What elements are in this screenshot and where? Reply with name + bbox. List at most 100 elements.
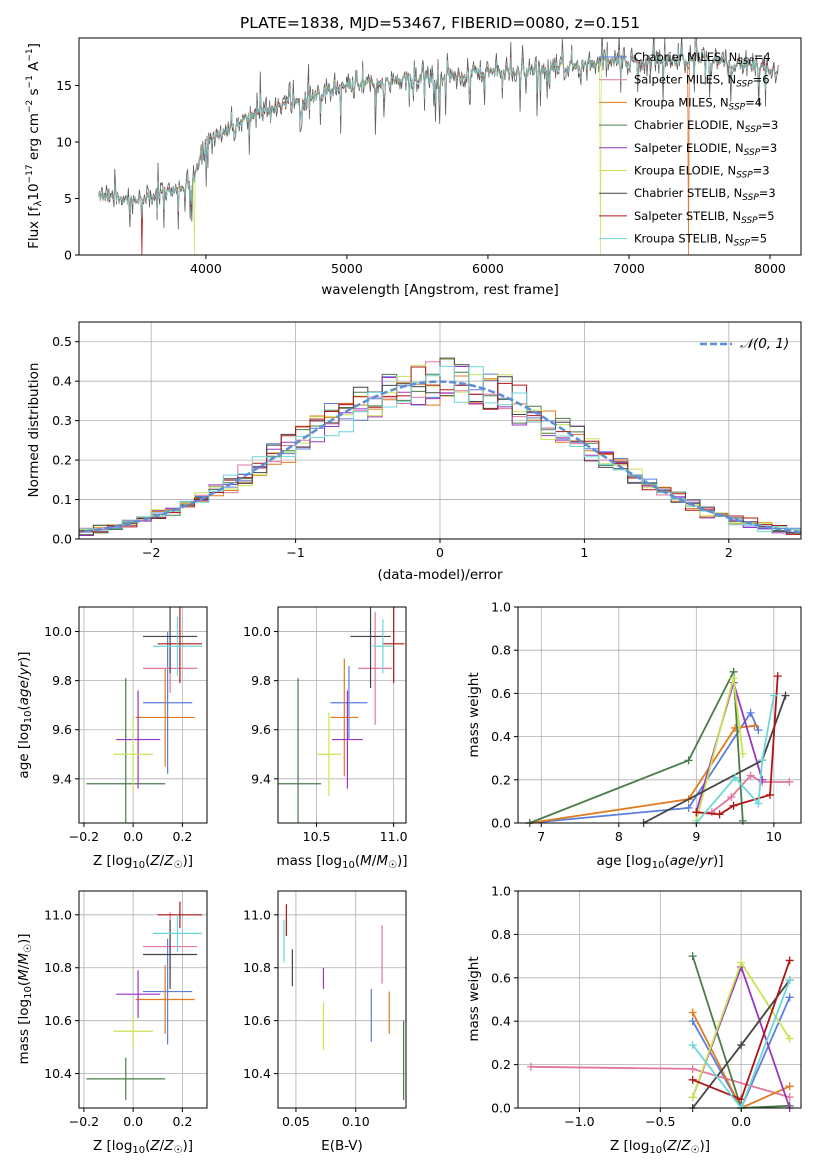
y-tick-label: 10.4 — [243, 1066, 271, 1081]
x-tick-label: 1 — [580, 545, 588, 560]
x-tick-label: 6000 — [472, 261, 504, 276]
weight-point-marker — [688, 1093, 697, 1102]
y-tick-label: 0.2 — [491, 1057, 511, 1072]
y-tick-label: 0.3 — [52, 413, 72, 428]
y-tick-label: 10.4 — [44, 1066, 72, 1081]
y-tick-label: 0.4 — [491, 1014, 511, 1029]
z-mass-plot — [86, 901, 203, 1101]
weight-series-line — [529, 710, 760, 824]
legend-label: Salpeter MILES, NSSP=6 — [634, 73, 770, 90]
spectrum-series-line — [98, 41, 779, 219]
mass-age-frame — [277, 606, 407, 824]
weight-point-marker — [684, 756, 693, 765]
legend-label-sub: SSP — [736, 171, 753, 181]
x-tick-label: 4000 — [190, 261, 222, 276]
y-tick-label: 0.8 — [491, 643, 511, 658]
y-tick-label: 9.8 — [52, 673, 72, 688]
mass-age-plot — [278, 607, 405, 823]
z-mass-panel: −0.2 0.0 0.2 10.4 10.6 10.8 11.0 Z [log10(Z/Z☉… — [16, 890, 208, 1156]
y-tick-label: 0.2 — [491, 772, 511, 787]
spectrum-title: PLATE=1838, MJD=53467, FIBERID=0080, z=0… — [240, 14, 640, 32]
weight-point-marker — [688, 1075, 697, 1084]
y-tick-label: 0 — [64, 248, 72, 263]
x-tick-label: 7000 — [613, 261, 645, 276]
weight-point-marker — [785, 956, 794, 965]
age-weight-ticks: 7 8 9 10 0.0 0.2 0.4 0.6 0.8 1.0 — [491, 600, 782, 845]
y-tick-label: 1.0 — [491, 884, 511, 899]
weight-point-marker — [754, 726, 763, 735]
weight-point-marker — [754, 799, 763, 808]
weight-point-marker — [758, 756, 767, 765]
z-age-grid — [79, 607, 207, 823]
residual-ylabel: Normed distribution — [26, 363, 42, 498]
x-tick-label: 10 — [766, 829, 782, 844]
legend-label-sub: SSP — [734, 239, 751, 249]
z-mass-xlabel: Z [log10(Z/Z☉)] — [93, 1138, 193, 1156]
age-weight-xlabel: age [log10(age/yr)] — [596, 853, 723, 871]
y-tick-label: 0.0 — [491, 816, 511, 831]
legend-label: Kroupa MILES, NSSP=4 — [634, 95, 762, 112]
x-tick-label: 5000 — [331, 261, 363, 276]
legend-label-main: Chabrier ELODIE, N — [634, 118, 745, 132]
x-tick-label: 0.10 — [342, 1114, 370, 1129]
y-tick-label: 10.6 — [44, 1013, 72, 1028]
y-tick-label: 0.4 — [491, 729, 511, 744]
x-tick-label: −2 — [142, 545, 160, 560]
spectrum-ticks: 4000 5000 6000 7000 8000 0 5 10 15 — [56, 78, 786, 276]
weight-point-marker — [737, 958, 746, 967]
weight-point-marker — [746, 771, 755, 780]
y-tick-label: 9.4 — [251, 771, 271, 786]
y-tick-label: 11.0 — [44, 907, 72, 922]
spectrum-frame — [78, 37, 802, 256]
z-weight-xlabel: Z [log10(Z/Z☉)] — [610, 1138, 710, 1156]
legend-label: Kroupa STELIB, NSSP=5 — [634, 232, 767, 249]
weight-point-marker — [688, 952, 697, 961]
x-tick-label: 8000 — [754, 261, 786, 276]
weight-point-marker — [758, 775, 767, 784]
legend-label-sub: SSP — [741, 216, 758, 226]
y-tick-label: 0.6 — [491, 970, 511, 985]
y-tick-label: 9.8 — [251, 673, 271, 688]
z-mass-ylabel: mass [log10(M/M☉)] — [16, 933, 34, 1064]
legend-label-main: Kroupa ELODIE, N — [634, 164, 736, 178]
weight-point-marker — [731, 773, 740, 782]
legend-label-sub: SSP — [729, 102, 746, 112]
z-weight-panel: −1.0 −0.5 0.0 0.0 0.2 0.4 0.6 0.8 1.0 Z [log10(Z… — [466, 884, 802, 1156]
y-tick-label: 0.6 — [491, 686, 511, 701]
legend-label: Salpeter STELIB, NSSP=5 — [634, 209, 775, 226]
z-age-ylabel: age [log10(age/yr)] — [16, 651, 34, 778]
y-tick-label: 0.5 — [52, 334, 72, 349]
legend-label-end: =4 — [754, 50, 771, 64]
x-tick-label: 0 — [436, 545, 444, 560]
weight-point-marker — [688, 1008, 697, 1017]
spectrum-plot — [98, 38, 779, 255]
legend-label-main: Kroupa STELIB, N — [634, 232, 734, 246]
weight-point-marker — [729, 674, 738, 683]
age-weight-panel: 7 8 9 10 0.0 0.2 0.4 0.6 0.8 1.0 age [log10(age/y… — [466, 600, 802, 871]
weight-point-marker — [785, 993, 794, 1002]
normal-legend-label: 𝒩(0, 1) — [740, 336, 789, 352]
x-tick-label: 9 — [692, 829, 700, 844]
legend-label-sub: SSP — [745, 125, 762, 135]
x-tick-label: 11.0 — [380, 829, 408, 844]
legend-label-end: =5 — [750, 232, 767, 246]
weight-point-marker — [750, 721, 759, 730]
x-tick-label: 0.0 — [123, 829, 143, 844]
z-weight-frame — [517, 890, 802, 1109]
z-age-frame — [78, 606, 208, 824]
z-age-panel: −0.2 0.0 0.29.49.69.810.0 Z [log10(Z/Z☉)] … — [16, 606, 208, 871]
legend-label-end: =6 — [753, 73, 770, 87]
weight-point-marker — [738, 816, 747, 825]
z-mass-ticks: −0.2 0.0 0.2 10.4 10.6 10.8 11.0 — [44, 907, 192, 1129]
legend-label-end: =3 — [759, 186, 776, 200]
y-tick-label: 9.4 — [52, 771, 72, 786]
x-tick-label: 8 — [615, 829, 623, 844]
y-tick-label: 0.4 — [52, 374, 72, 389]
residual-xlabel: (data-model)/error — [377, 567, 503, 583]
x-tick-label: 7 — [537, 829, 545, 844]
weight-point-marker — [773, 672, 782, 681]
y-tick-label: 10.8 — [243, 960, 271, 975]
x-tick-label: 2 — [725, 545, 733, 560]
spectrum-ylabel: Flux [fλ10−17 erg cm−2 s−1 A−1] — [25, 43, 44, 249]
legend-label-sub: SSP — [742, 193, 759, 203]
